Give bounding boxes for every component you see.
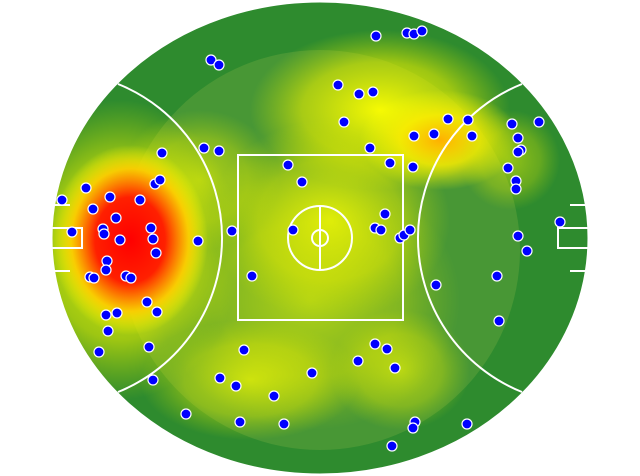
point bbox=[238, 344, 250, 356]
point bbox=[100, 309, 112, 321]
point bbox=[430, 279, 442, 291]
point bbox=[416, 25, 428, 37]
point bbox=[134, 194, 146, 206]
point bbox=[143, 341, 155, 353]
point bbox=[375, 224, 387, 236]
point bbox=[230, 380, 242, 392]
point bbox=[386, 440, 398, 452]
point bbox=[428, 128, 440, 140]
point bbox=[213, 59, 225, 71]
point bbox=[442, 113, 454, 125]
point bbox=[150, 247, 162, 259]
point bbox=[332, 79, 344, 91]
point bbox=[506, 118, 518, 130]
point bbox=[87, 203, 99, 215]
point bbox=[493, 315, 505, 327]
point bbox=[88, 272, 100, 284]
point bbox=[156, 147, 168, 159]
point bbox=[338, 116, 350, 128]
point bbox=[404, 224, 416, 236]
point bbox=[369, 338, 381, 350]
point bbox=[226, 225, 238, 237]
point bbox=[125, 272, 137, 284]
point bbox=[364, 142, 376, 154]
point bbox=[98, 228, 110, 240]
point bbox=[407, 422, 419, 434]
point bbox=[246, 270, 258, 282]
point bbox=[102, 325, 114, 337]
point bbox=[370, 30, 382, 42]
point bbox=[268, 390, 280, 402]
point bbox=[462, 114, 474, 126]
point bbox=[510, 183, 522, 195]
point bbox=[192, 235, 204, 247]
point bbox=[213, 145, 225, 157]
point bbox=[466, 130, 478, 142]
point bbox=[352, 355, 364, 367]
point bbox=[512, 146, 524, 158]
point bbox=[154, 174, 166, 186]
point bbox=[367, 86, 379, 98]
point bbox=[533, 116, 545, 128]
point bbox=[80, 182, 92, 194]
point bbox=[389, 362, 401, 374]
point bbox=[104, 191, 116, 203]
point bbox=[296, 176, 308, 188]
point bbox=[407, 161, 419, 173]
point bbox=[384, 157, 396, 169]
point bbox=[512, 132, 524, 144]
point bbox=[521, 245, 533, 257]
point bbox=[147, 233, 159, 245]
point bbox=[111, 307, 123, 319]
point bbox=[151, 306, 163, 318]
point bbox=[502, 162, 514, 174]
point bbox=[306, 367, 318, 379]
point bbox=[114, 234, 126, 246]
point bbox=[554, 216, 566, 228]
point bbox=[100, 264, 112, 276]
point bbox=[408, 130, 420, 142]
point bbox=[147, 374, 159, 386]
point bbox=[66, 226, 78, 238]
point bbox=[56, 194, 68, 206]
point bbox=[141, 296, 153, 308]
point bbox=[282, 159, 294, 171]
point bbox=[379, 208, 391, 220]
point bbox=[353, 88, 365, 100]
point bbox=[381, 343, 393, 355]
point bbox=[198, 142, 210, 154]
point bbox=[205, 54, 217, 66]
point bbox=[234, 416, 246, 428]
point bbox=[512, 230, 524, 242]
point bbox=[278, 418, 290, 430]
point bbox=[145, 222, 157, 234]
point bbox=[110, 212, 122, 224]
point bbox=[461, 418, 473, 430]
point bbox=[180, 408, 192, 420]
point bbox=[93, 346, 105, 358]
point bbox=[491, 270, 503, 282]
point bbox=[214, 372, 226, 384]
point bbox=[287, 224, 299, 236]
